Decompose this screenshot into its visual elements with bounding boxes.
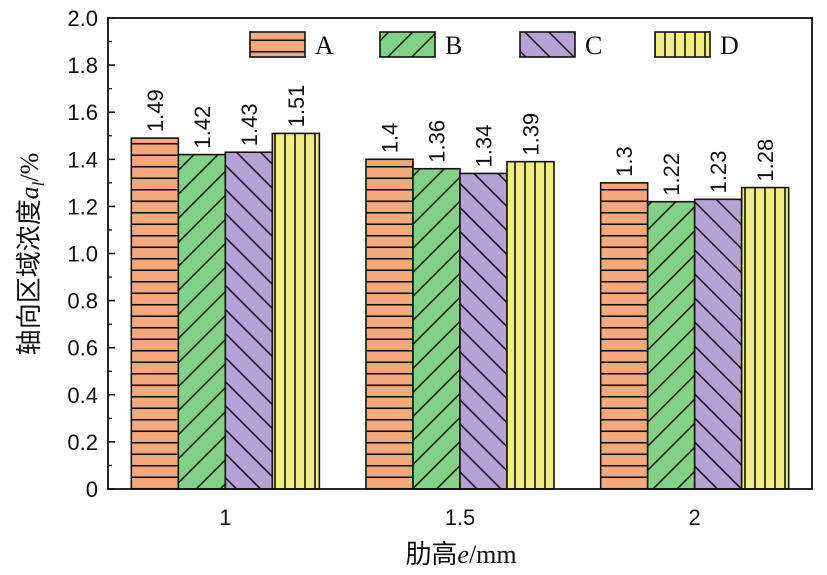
y-tick-label-1.8: 1.8 [67,53,98,78]
y-tick-label-1.0: 1.0 [67,242,98,267]
value-label-A-1: 1.49 [143,89,168,132]
y-axis-label-symbol: a [15,186,44,199]
x-tick-label-2: 2 [689,505,701,530]
y-tick-label-2.0: 2.0 [67,6,98,31]
y-tick-label-0.2: 0.2 [67,430,98,455]
bar-B-1 [177,153,227,490]
legend-swatch-D [654,31,711,58]
value-label-A-1.5: 1.4 [378,123,403,154]
bar-A-1 [130,137,180,490]
bar-D-2 [740,186,790,490]
legend-label-A: A [315,31,334,60]
value-labels-layer: 1.49 1.42 1.43 1.51 1.4 1.36 1.34 1.39 1.3 1.22 1.… [143,85,778,196]
bar-C-2 [693,198,743,490]
bar-C-1 [224,151,274,490]
value-label-A-2: 1.3 [612,146,637,177]
value-label-D-1.5: 1.39 [519,113,544,156]
legend-swatch-C [519,31,576,58]
legend-label-B: B [445,31,462,60]
y-tick-label-1.6: 1.6 [67,100,98,125]
y-tick-label-0.6: 0.6 [67,336,98,361]
y-axis-label-subscript: l [29,181,48,186]
legend-swatch-A [249,31,306,58]
value-label-C-1.5: 1.34 [472,125,497,168]
value-label-C-2: 1.23 [706,151,731,194]
bar-A-2 [599,182,649,490]
value-label-B-1: 1.42 [190,106,215,149]
bar-D-1.5 [506,160,555,490]
y-axis-label-main: 轴向区域浓度 [15,199,44,355]
bar-D-1 [271,132,321,490]
value-label-C-1: 1.43 [237,103,262,146]
x-axis-label-main: 肋高 [405,540,457,569]
bar-B-2 [646,200,696,490]
bar-C-1.5 [459,172,508,490]
x-axis-label: 肋高e/mm [405,540,516,569]
axes-layer: 1 1.5 2 0 0.2 0.4 0.6 0.8 1.0 1.2 1.4 1.6 1.8 2.0 [67,6,813,530]
bar-B-1.5 [412,167,461,490]
y-tick-label-1.4: 1.4 [67,147,98,172]
value-label-D-2: 1.28 [753,139,778,182]
y-tick-label-0.4: 0.4 [67,383,98,408]
bar-A-1.5 [365,158,414,490]
legend-label-D: D [720,31,739,60]
y-axis-label: 轴向区域浓度al/% [15,153,48,356]
x-axis-label-symbol: e [457,540,469,569]
bars-layer [130,132,790,490]
legend-label-C: C [585,31,602,60]
value-label-B-2: 1.22 [659,153,684,196]
y-tick-label-0.8: 0.8 [67,289,98,314]
value-label-B-1.5: 1.36 [425,120,450,163]
x-axis-label-unit: /mm [469,540,517,569]
y-axis-label-unit: /% [15,153,44,182]
y-tick-label-0: 0 [86,477,98,502]
value-label-D-1: 1.51 [284,85,309,128]
x-tick-label-1: 1 [219,505,231,530]
x-tick-label-1.5: 1.5 [445,505,476,530]
legend-swatch-B [379,31,436,58]
legend: A B C D [249,31,739,60]
y-tick-label-1.2: 1.2 [67,194,98,219]
